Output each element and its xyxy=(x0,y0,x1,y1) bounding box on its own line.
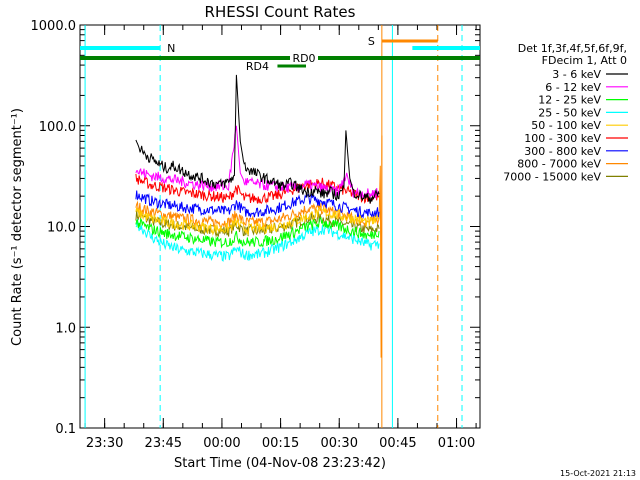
y-tick-label: 1000.0 xyxy=(31,19,77,34)
legend-entry-label: 300 - 800 keV xyxy=(524,145,601,158)
series-line xyxy=(135,216,380,249)
x-tick-label: 01:00 xyxy=(438,436,475,451)
legend-entry-label: 3 - 6 keV xyxy=(552,68,601,81)
legend-entry-label: 25 - 50 keV xyxy=(538,106,601,119)
y-tick-label: 0.1 xyxy=(55,422,76,437)
series-line xyxy=(135,218,380,262)
series-line xyxy=(135,173,380,204)
series-line xyxy=(135,125,380,199)
x-axis-label: Start Time (04-Nov-08 23:23:42) xyxy=(174,456,386,471)
x-tick-label: 00:45 xyxy=(379,436,416,451)
x-tick-label: 00:15 xyxy=(262,436,299,451)
saa-flag-label: S xyxy=(368,35,375,48)
series-line xyxy=(135,190,380,220)
plot-area: 0.1 1.0 10.0 100.0 1000.0 23:30 23:45 00:00 00:1… xyxy=(31,19,481,451)
x-tick-label: 00:30 xyxy=(321,436,358,451)
series-line xyxy=(135,206,380,236)
legend: Det 1f,3f,4f,5f,6f,9f,FDecim 1, Att 03 -… xyxy=(503,42,628,183)
legend-header-line: Det 1f,3f,4f,5f,6f,9f, xyxy=(518,42,627,55)
chart-title: RHESSI Count Rates xyxy=(205,3,356,21)
y-tick-label: 10.0 xyxy=(47,221,76,236)
legend-entry-label: 100 - 300 keV xyxy=(524,132,601,145)
night-flag-label: N xyxy=(167,42,175,55)
x-tick-label: 00:00 xyxy=(203,436,240,451)
legend-entry-label: 6 - 12 keV xyxy=(545,81,601,94)
footer-timestamp: 15-Oct-2021 21:13 xyxy=(560,469,636,478)
legend-entry-label: 50 - 100 keV xyxy=(531,119,601,132)
x-tick-label: 23:45 xyxy=(145,436,182,451)
rd0-label-bg xyxy=(290,52,318,64)
y-axis-label: Count Rate (s⁻¹ detector segment⁻¹) xyxy=(10,108,25,346)
x-tick-label: 23:30 xyxy=(86,436,123,451)
rd0-flag-label: RD0 xyxy=(292,52,315,65)
rd4-flag-label: RD4 xyxy=(246,60,269,73)
legend-entry-label: 12 - 25 keV xyxy=(538,94,601,107)
y-tick-label: 100.0 xyxy=(39,120,76,135)
legend-entry-label: 800 - 7000 keV xyxy=(517,158,601,171)
series-line xyxy=(135,210,380,238)
series-line xyxy=(135,74,380,204)
legend-header-line: FDecim 1, Att 0 xyxy=(542,54,627,67)
y-tick-label: 1.0 xyxy=(55,321,76,336)
legend-entry-label: 7000 - 15000 keV xyxy=(503,170,601,183)
